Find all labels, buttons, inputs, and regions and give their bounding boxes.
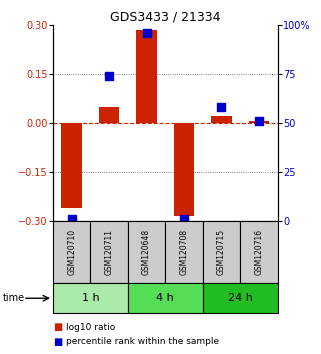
Bar <box>203 221 240 283</box>
Text: GSM120716: GSM120716 <box>255 229 264 275</box>
Text: ■: ■ <box>53 322 62 332</box>
Bar <box>53 283 128 313</box>
Text: ■: ■ <box>53 337 62 347</box>
Text: 1 h: 1 h <box>82 293 99 303</box>
Bar <box>61 123 82 208</box>
Bar <box>128 221 165 283</box>
Text: 24 h: 24 h <box>228 293 253 303</box>
Point <box>256 118 262 124</box>
Title: GDS3433 / 21334: GDS3433 / 21334 <box>110 11 221 24</box>
Point <box>107 73 112 79</box>
Text: GSM120711: GSM120711 <box>105 229 114 275</box>
Bar <box>91 221 128 283</box>
Point <box>181 216 187 222</box>
Bar <box>99 107 119 123</box>
Bar <box>240 221 278 283</box>
Text: GSM120648: GSM120648 <box>142 229 151 275</box>
Bar <box>53 221 91 283</box>
Point <box>144 30 149 35</box>
Text: 4 h: 4 h <box>156 293 174 303</box>
Text: GSM120710: GSM120710 <box>67 229 76 275</box>
Bar <box>136 30 157 123</box>
Point <box>69 216 74 222</box>
Text: percentile rank within the sample: percentile rank within the sample <box>66 337 219 346</box>
Bar <box>249 121 269 123</box>
Bar <box>203 283 278 313</box>
Bar <box>165 221 203 283</box>
Bar <box>128 283 203 313</box>
Bar <box>211 116 232 123</box>
Point <box>219 104 224 110</box>
Text: log10 ratio: log10 ratio <box>66 323 115 332</box>
Bar <box>174 123 194 216</box>
Text: GSM120708: GSM120708 <box>179 229 188 275</box>
Text: GSM120715: GSM120715 <box>217 229 226 275</box>
Text: time: time <box>3 293 25 303</box>
